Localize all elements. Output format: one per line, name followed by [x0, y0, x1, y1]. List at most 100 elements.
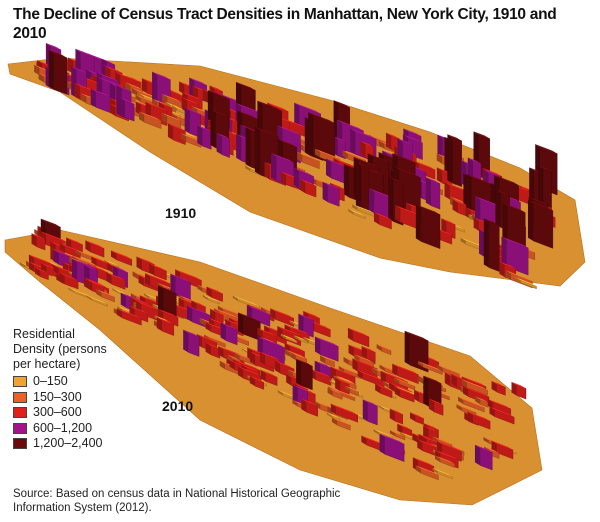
tract-block — [298, 313, 304, 334]
tract-block — [170, 273, 176, 296]
tract-block — [336, 119, 364, 131]
tract-block — [417, 360, 443, 372]
tract-block — [314, 360, 332, 369]
tract-block — [322, 181, 340, 190]
tract-block — [292, 399, 298, 407]
legend-title: Residential Density (persons per hectare… — [13, 327, 107, 371]
tract-block — [495, 189, 510, 196]
tract-block — [502, 202, 508, 246]
tract-block — [232, 295, 260, 307]
tract-block — [209, 85, 223, 92]
tract-block — [167, 123, 173, 140]
tract-block — [184, 107, 201, 115]
tract-block — [294, 383, 308, 390]
tract-block — [395, 205, 421, 216]
tract-block — [437, 134, 443, 160]
tract-block — [361, 345, 367, 359]
tract-block — [367, 402, 378, 426]
tract-block — [59, 272, 65, 284]
tract-block — [461, 379, 467, 388]
tract-block — [378, 405, 384, 410]
tract-block — [376, 344, 392, 351]
tract-block — [232, 295, 238, 301]
tract-block — [320, 355, 335, 362]
tract-block — [352, 358, 378, 369]
tract-block — [458, 396, 464, 404]
tract-block — [284, 349, 290, 356]
tract-block — [430, 179, 441, 210]
tract-block — [260, 369, 266, 382]
tract-block — [515, 277, 537, 287]
tract-block — [452, 199, 458, 213]
tract-block — [237, 110, 258, 120]
tract-block — [491, 380, 497, 392]
tract-blocks-2010 — [19, 218, 527, 481]
tract-block — [191, 300, 206, 307]
tract-block — [444, 372, 450, 387]
tract-block — [145, 273, 151, 286]
tract-block — [330, 182, 345, 190]
tract-block — [293, 335, 299, 341]
tract-block — [415, 204, 421, 242]
tract-block — [202, 89, 208, 103]
tract-block — [66, 237, 83, 245]
tract-block — [428, 398, 434, 412]
tract-block — [44, 259, 60, 267]
tract-block — [342, 150, 366, 161]
tract-block — [214, 308, 240, 319]
tract-block — [432, 436, 453, 445]
tract-block — [435, 455, 455, 465]
tract-block — [152, 71, 158, 103]
tract-block — [494, 174, 519, 186]
tract-block — [274, 360, 295, 369]
tract-block — [505, 270, 533, 282]
tract-block — [267, 102, 289, 112]
tract-block — [35, 267, 41, 277]
tract-block — [143, 293, 149, 299]
tract-block — [460, 237, 466, 245]
tract-block — [444, 181, 468, 193]
tract-block — [254, 126, 260, 175]
tract-block — [29, 261, 35, 272]
tract-block — [538, 165, 544, 209]
tract-block — [178, 297, 196, 305]
tract-block — [292, 384, 298, 405]
tract-block — [467, 411, 491, 422]
tract-block — [290, 351, 296, 361]
tract-block — [501, 236, 507, 267]
tract-block — [389, 408, 395, 422]
tract-block — [338, 365, 361, 376]
tract-block — [527, 200, 553, 211]
tract-block — [297, 151, 320, 162]
tract-block — [165, 101, 171, 108]
tract-block — [152, 98, 158, 107]
tract-block — [461, 379, 488, 391]
tract-block — [491, 380, 506, 388]
tract-block — [436, 440, 442, 454]
tract-block — [182, 97, 199, 105]
tract-block — [138, 275, 144, 286]
tract-block — [487, 399, 511, 409]
tract-block — [397, 423, 403, 434]
tract-block — [300, 178, 306, 193]
tract-block — [475, 196, 500, 207]
tract-block — [482, 167, 502, 177]
tract-block — [199, 317, 205, 326]
tract-block — [205, 342, 211, 355]
tract-block — [210, 308, 224, 315]
tract-block — [136, 256, 142, 270]
tract-block — [158, 101, 173, 109]
tract-block — [96, 289, 115, 298]
tract-block — [527, 200, 533, 241]
tract-block — [254, 126, 279, 137]
tract-block — [342, 150, 348, 159]
tract-block — [450, 196, 467, 204]
tract-block — [53, 249, 70, 257]
tract-block — [314, 148, 340, 160]
tract-block — [202, 294, 208, 300]
tract-block — [425, 177, 440, 184]
legend-swatch — [13, 391, 27, 403]
tract-block — [116, 85, 132, 92]
tract-block — [19, 261, 25, 268]
tract-block — [355, 162, 361, 209]
